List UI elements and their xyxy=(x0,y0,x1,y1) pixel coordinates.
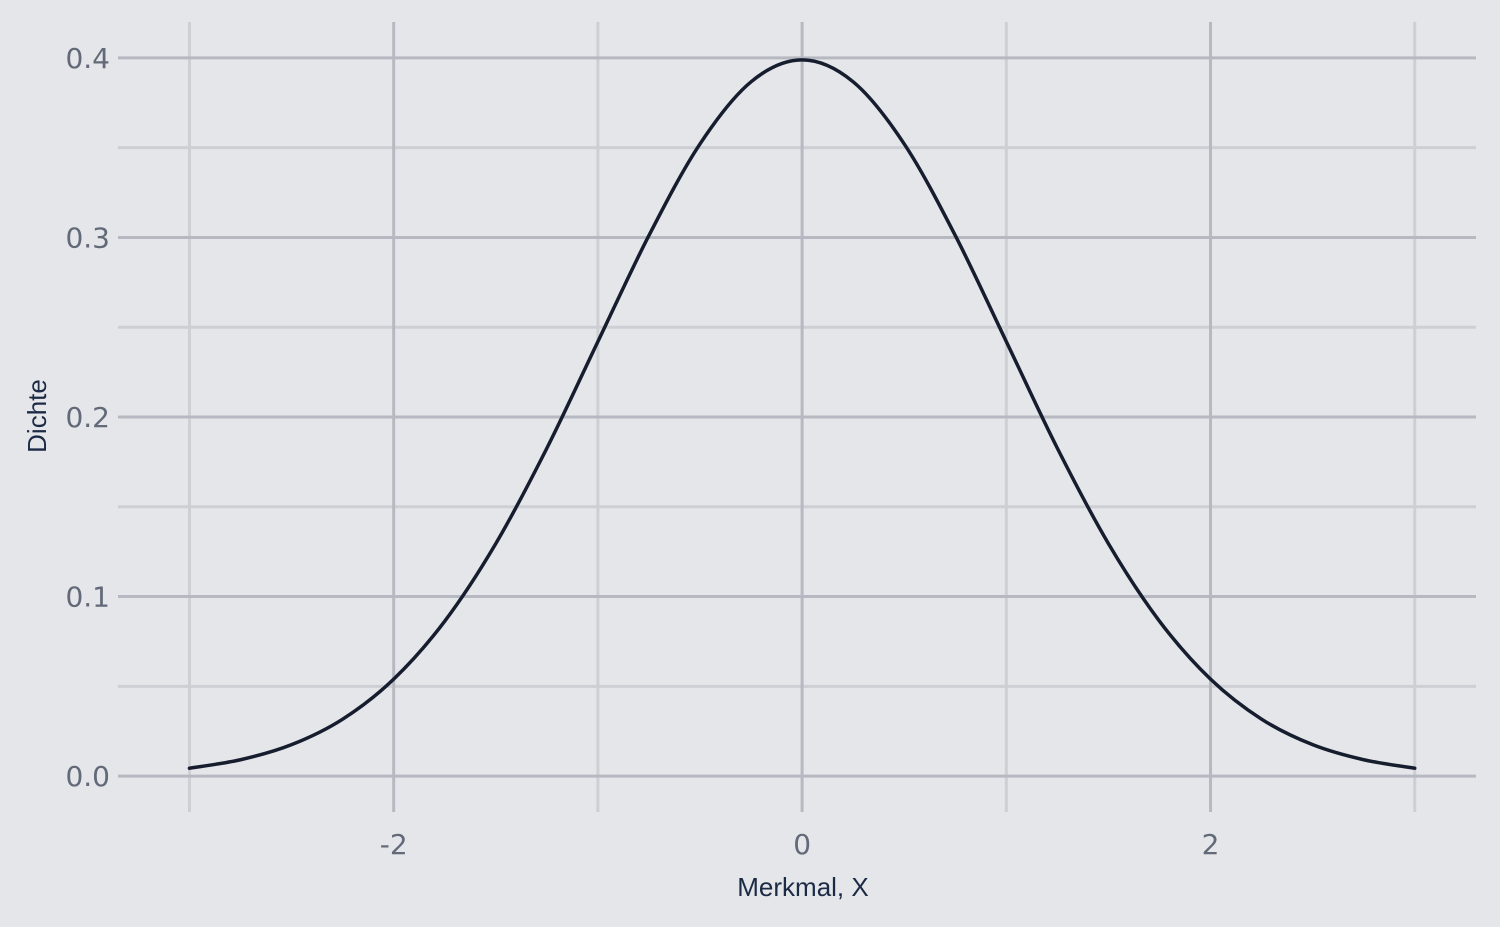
series-layer xyxy=(187,58,1417,770)
y-tick-label: 0.4 xyxy=(65,42,110,75)
density-curve xyxy=(187,58,1417,770)
x-tick-labels: -2 0 2 xyxy=(380,828,1220,861)
y-tick-label: 0.1 xyxy=(65,581,110,614)
major-gridlines xyxy=(118,22,1476,812)
x-tick-label: -2 xyxy=(380,828,408,861)
y-tick-label: 0.3 xyxy=(65,221,110,254)
x-tick-label: 2 xyxy=(1202,828,1220,861)
minor-gridlines xyxy=(118,22,1476,812)
x-tick-label: 0 xyxy=(793,828,811,861)
y-axis-title: Dichte xyxy=(22,379,52,453)
x-axis-title: Merkmal, X xyxy=(737,872,868,902)
y-tick-label: 0.0 xyxy=(65,760,110,793)
y-tick-label: 0.2 xyxy=(65,401,110,434)
y-tick-labels: 0.0 0.1 0.2 0.3 0.4 xyxy=(65,42,110,793)
